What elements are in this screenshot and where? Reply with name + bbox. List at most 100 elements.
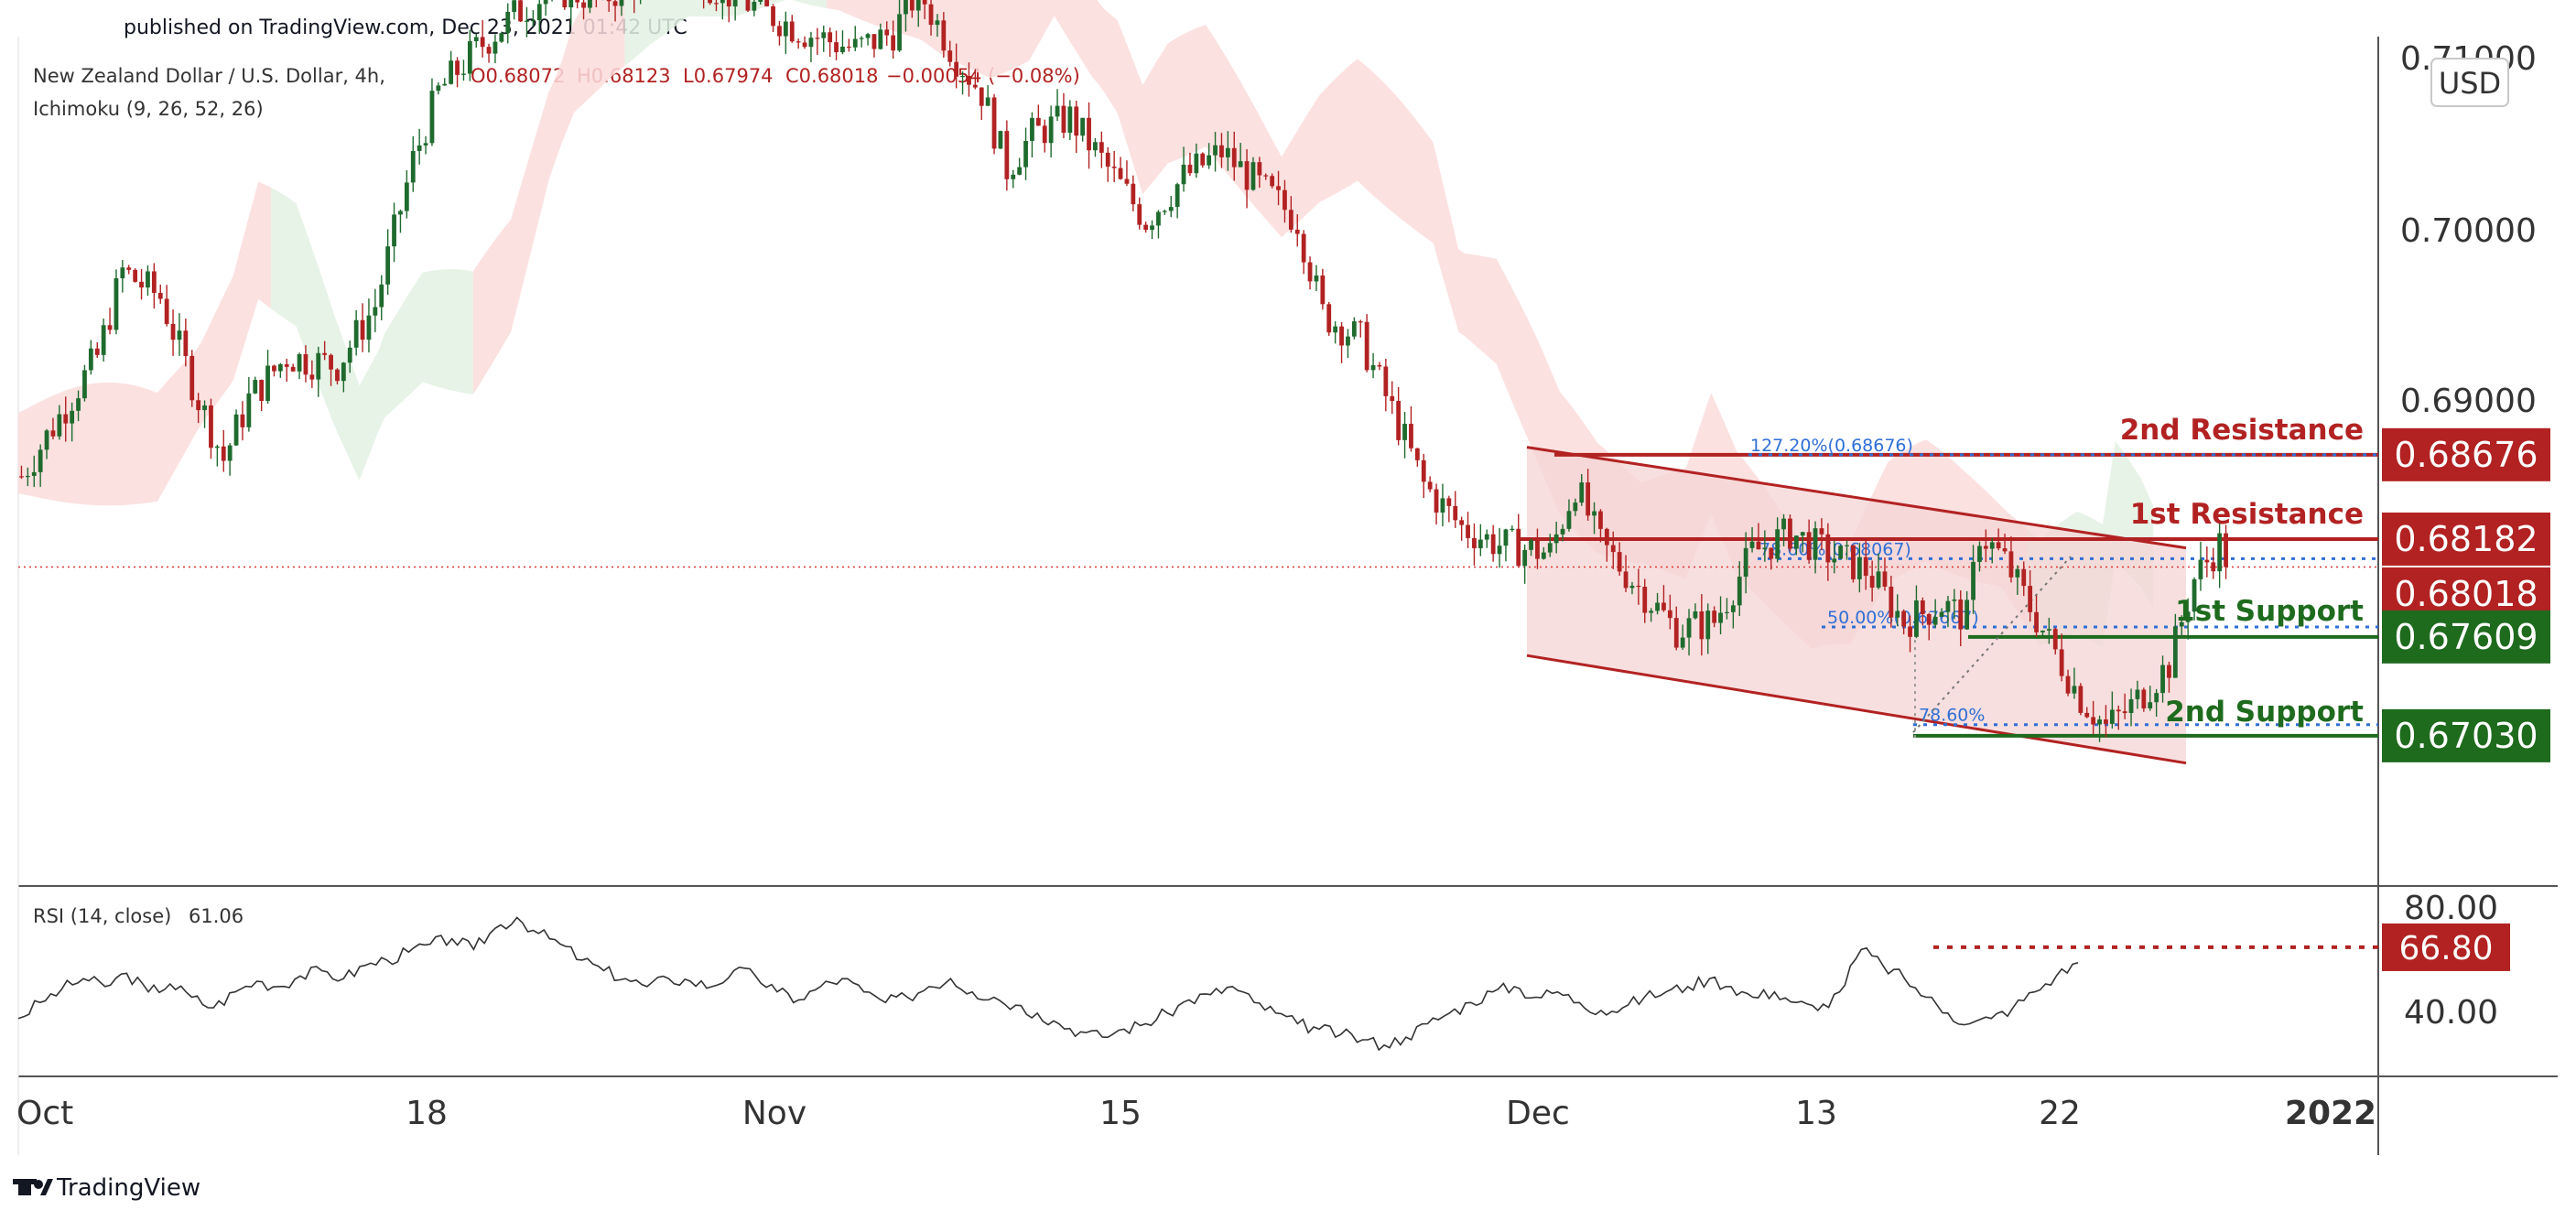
candle-body (1270, 176, 1275, 187)
candle-body (209, 405, 213, 448)
candle-body (177, 330, 182, 340)
candle-body (1257, 162, 1262, 176)
ohlc-open: O0.68072 (471, 65, 565, 87)
candle-body (373, 307, 378, 316)
candle-body (783, 21, 788, 37)
candle-body (1725, 611, 1729, 613)
time-tick-15: 15 (1099, 1095, 1142, 1132)
candle-body (2046, 629, 2051, 631)
candle-body (1131, 183, 1136, 205)
candle-body (1111, 167, 1117, 168)
candle-body (947, 50, 953, 62)
candle-body (1181, 164, 1186, 185)
candle-body (50, 430, 56, 437)
ichimoku-cloud-segment (271, 187, 473, 481)
candle-body (120, 267, 125, 279)
candle-body (467, 41, 472, 74)
candle-body (612, 1, 618, 6)
candle-body (904, 0, 908, 15)
candle-body (726, 0, 731, 7)
candle-body (884, 29, 890, 36)
candle-body (928, 4, 934, 26)
candle-body (1749, 541, 1755, 548)
candle-body (1219, 145, 1224, 157)
candle-body (1932, 616, 1938, 625)
indicator-label: Ichimoku (9, 26, 52, 26) (33, 98, 264, 120)
candle-body (1661, 602, 1666, 610)
candle-body (2078, 686, 2084, 713)
candle-body (157, 292, 163, 299)
candle-body (1939, 611, 1944, 617)
candle-body (1673, 618, 1679, 648)
candle-body (272, 365, 276, 372)
rsi-tick-80: 80.00 (2404, 890, 2498, 927)
rsi-current-value: 61.06 (189, 905, 244, 927)
candle-body (322, 352, 328, 355)
candle-body (1294, 229, 1300, 234)
candle-body (1983, 546, 1988, 549)
currency-label: USD (2439, 66, 2501, 101)
candle-body (1649, 610, 1654, 613)
candle-body (1244, 161, 1250, 190)
candle-body (1301, 233, 1306, 263)
candle-body (1914, 600, 1919, 637)
candle-body (1370, 364, 1376, 371)
candle-body (1484, 534, 1489, 540)
candle-body (2052, 629, 2058, 650)
candle-body (1667, 610, 1672, 619)
candle-body (1516, 528, 1521, 567)
candle-body (1586, 482, 1591, 516)
candle-body (1680, 637, 1685, 648)
candle-body (101, 325, 106, 355)
level-label-1st-support: 1st Support (2175, 595, 2364, 628)
candle-body (480, 37, 485, 48)
candle-body (1813, 528, 1818, 560)
candle-body (1080, 117, 1086, 136)
candle-body (777, 26, 782, 37)
candle-body (1283, 189, 1287, 211)
candle-body (246, 393, 252, 427)
time-tick-2022: 2022 (2285, 1095, 2376, 1132)
badge-2nd-resistance: 0.68676 (2394, 435, 2538, 475)
currency-badge[interactable]: USD (2430, 58, 2509, 107)
currency-badge-box (2430, 58, 2509, 107)
candle-body (1535, 540, 1540, 559)
rsi-tick-40: 40.00 (2404, 994, 2498, 1032)
candle-body (2021, 568, 2027, 587)
candle-body (1351, 321, 1357, 337)
rsi-title: RSI (14, close) (33, 905, 171, 927)
candle-body (449, 60, 454, 84)
candle-body (1851, 545, 1856, 579)
candle-body (19, 476, 24, 478)
candle-body (1825, 534, 1831, 563)
candle-body (1901, 610, 1907, 627)
candle-body (1434, 489, 1439, 513)
fib-label: 78.60% (1919, 706, 1985, 726)
footer-branding[interactable]: TradingView (13, 1174, 200, 1202)
candle-body (436, 85, 441, 92)
candle-body (1629, 585, 1635, 589)
candle-body (265, 365, 270, 402)
rsi-panel: RSI (14, close) 61.06 66.80 80.00 40.00 (17, 890, 2510, 1052)
candle-body (455, 60, 460, 75)
candle-body (70, 410, 75, 424)
candle-body (2167, 665, 2171, 678)
candle-body (492, 41, 498, 54)
candle-body (1225, 147, 1230, 157)
candle-body (1579, 482, 1585, 503)
candle-body (1490, 534, 1496, 555)
candle-body (1320, 276, 1326, 305)
candle-body (227, 445, 233, 461)
candle-body (1421, 459, 1426, 482)
candle-body (619, 0, 624, 6)
candle-body (1143, 224, 1149, 231)
candle-body (802, 42, 807, 48)
candle-body (2084, 712, 2090, 718)
candle-body (57, 414, 62, 437)
candle-body (1832, 558, 1837, 563)
candle-body (1048, 116, 1054, 144)
candle-body (94, 348, 100, 355)
candle-body (473, 37, 479, 42)
